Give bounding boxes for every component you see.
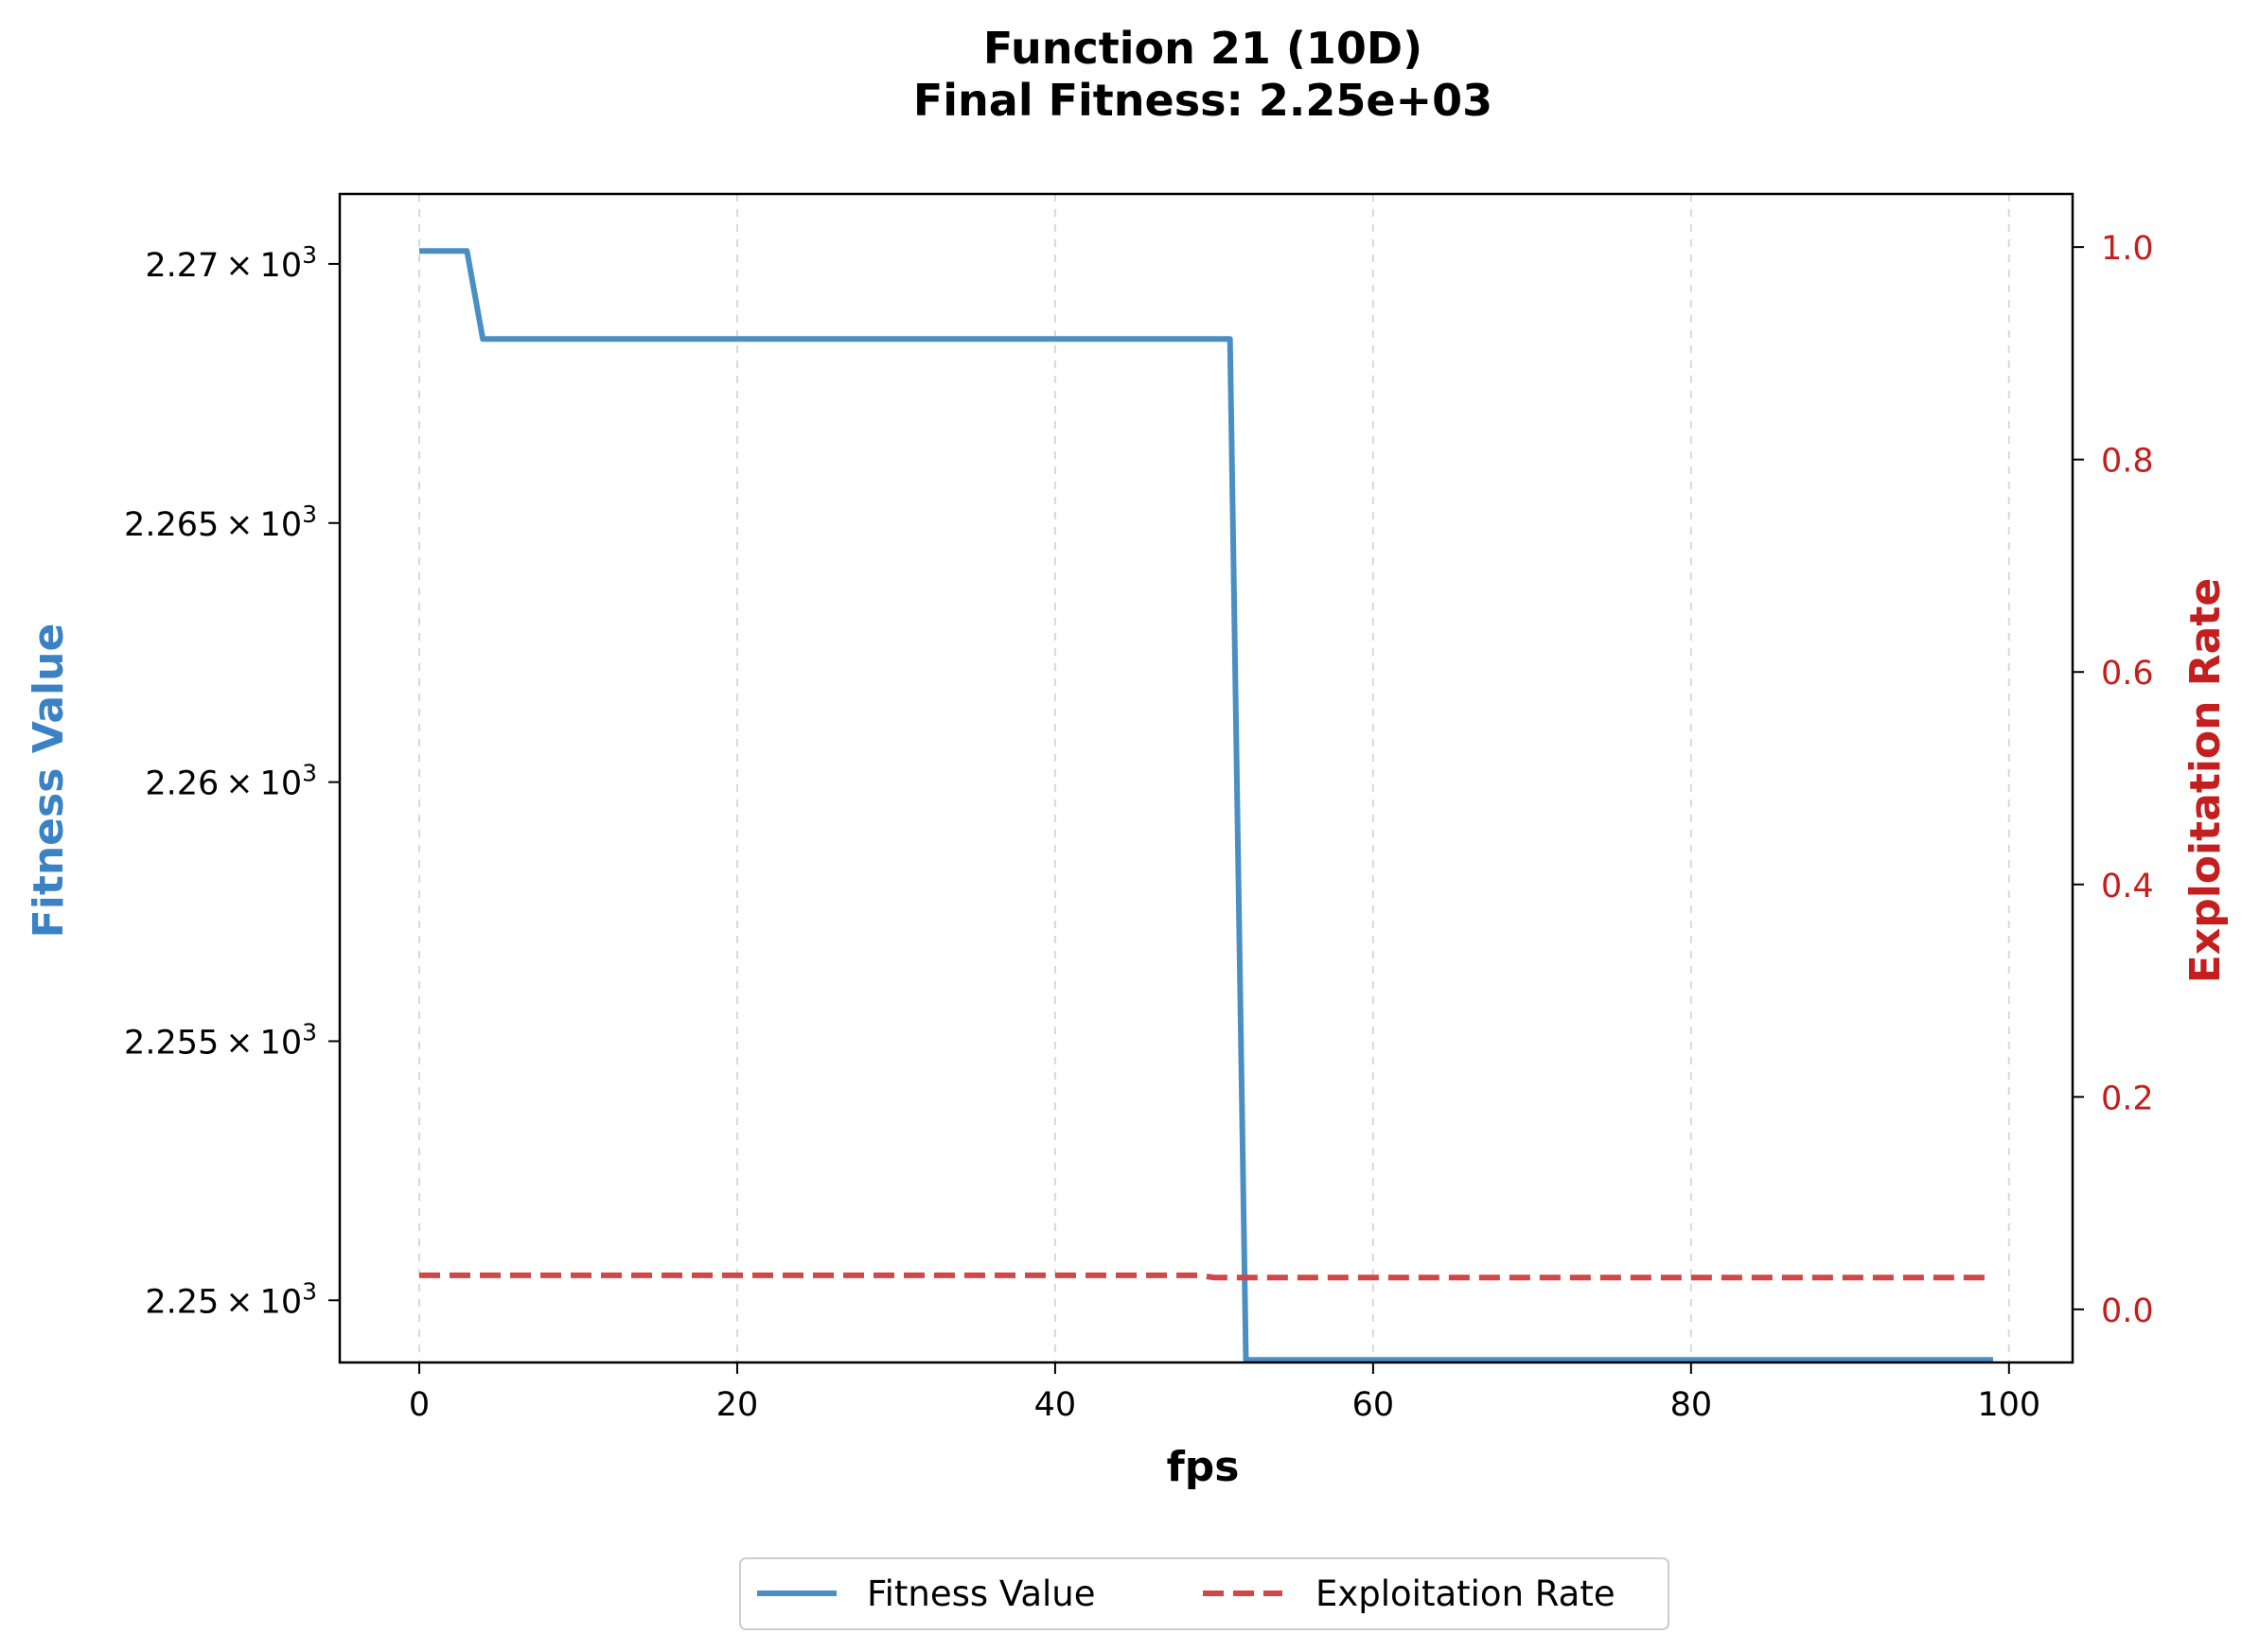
y-right-tick-label: 1.0 [2101, 230, 2154, 268]
y-right-tick-label: 0.0 [2101, 1292, 2154, 1330]
y-left-tick-label: 2.255 × 103 [124, 1018, 317, 1062]
series-line-fitness [419, 248, 1993, 1363]
x-tick-label: 40 [1034, 1386, 1077, 1424]
y-right-tick-label: 0.8 [2101, 443, 2154, 481]
y-axis-left: 2.25 × 103 2.255 × 103 2.26 × 103 2.265 × 1… [124, 241, 340, 1321]
x-tick-label: 0 [409, 1386, 430, 1424]
legend: Fitness Value Exploitation Rate [739, 1557, 1669, 1630]
y-right-tick-label: 0.2 [2101, 1080, 2154, 1117]
y-axis-right: 0.0 0.2 0.4 0.6 0.8 1.0 [2073, 230, 2154, 1330]
y-left-tick-label: 2.26 × 103 [145, 760, 317, 803]
y-axis-left-label: Fitness Value [25, 624, 73, 939]
x-tick-label: 20 [716, 1386, 759, 1424]
y-axis-right-label: Exploitation Rate [2181, 578, 2230, 983]
x-tick-label: 80 [1670, 1386, 1713, 1424]
y-left-tick-label: 2.265 × 103 [124, 501, 317, 544]
chart-subtitle: Final Fitness: 2.25e+03 [913, 75, 1492, 126]
plot-series [419, 248, 1993, 1363]
y-left-tick-label: 2.27 × 103 [145, 241, 317, 285]
y-right-tick-label: 0.4 [2101, 868, 2154, 905]
x-tick-label: 60 [1352, 1386, 1395, 1424]
chart-title: Function 21 (10D) [983, 23, 1422, 74]
plot-frame [338, 192, 2074, 1364]
x-tick-label: 100 [1977, 1386, 2040, 1424]
series-line-exploitation [419, 1272, 1993, 1281]
x-axis: 0 20 40 60 80 100 [409, 1362, 2040, 1424]
y-right-tick-label: 0.6 [2101, 655, 2154, 693]
legend-label-fitness: Fitness Value [867, 1573, 1096, 1614]
x-axis-label: fps [1167, 1443, 1240, 1491]
x-grid [417, 194, 2010, 1362]
legend-label-exploitation: Exploitation Rate [1315, 1573, 1615, 1614]
y-left-tick-label: 2.25 × 103 [145, 1277, 317, 1321]
